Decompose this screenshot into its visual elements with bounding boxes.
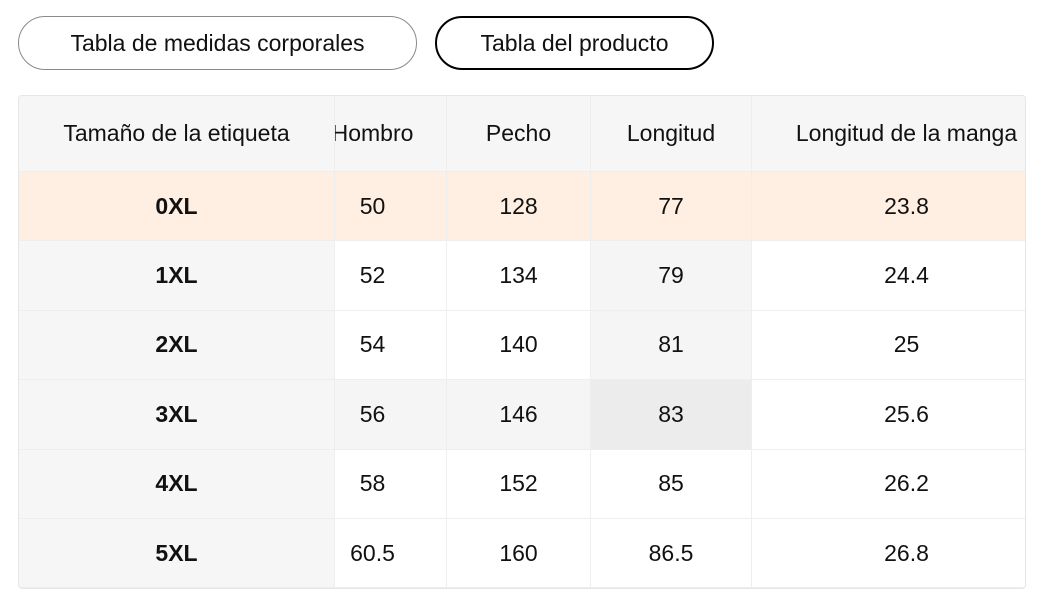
table-cell: 24.4 bbox=[752, 241, 1025, 311]
table-cell: 160 bbox=[447, 519, 591, 588]
header-cell: Longitud de la manga bbox=[752, 96, 1025, 172]
table-cell: 146 bbox=[447, 380, 591, 450]
size-table: Tamaño de la etiqueta Hombro Pecho Longitud… bbox=[18, 95, 1026, 589]
table-cell: 152 bbox=[447, 449, 591, 519]
table-cell: 140 bbox=[447, 310, 591, 381]
table-cell: 83 bbox=[591, 380, 752, 450]
size-label: 2XL bbox=[19, 310, 335, 381]
table-cell: 25 bbox=[752, 310, 1025, 381]
table-cell: 134 bbox=[447, 241, 591, 311]
table-cell: 77 bbox=[591, 172, 752, 242]
table-cell: 23.8 bbox=[752, 172, 1025, 242]
size-label: 4XL bbox=[19, 449, 335, 519]
header-cell: Tamaño de la etiqueta bbox=[19, 96, 335, 172]
size-label: 3XL bbox=[19, 380, 335, 450]
table-cell: 79 bbox=[591, 241, 752, 311]
size-label: 0XL bbox=[19, 172, 335, 242]
table-cell: 128 bbox=[447, 172, 591, 242]
table-cell: 85 bbox=[591, 449, 752, 519]
tab-button-active[interactable]: Tabla del producto bbox=[435, 16, 714, 70]
table-cell: 25.6 bbox=[752, 380, 1025, 450]
table-cell: 81 bbox=[591, 310, 752, 381]
tab-button[interactable]: Tabla de medidas corporales bbox=[18, 16, 417, 70]
size-label: 1XL bbox=[19, 241, 335, 311]
header-cell: Pecho bbox=[447, 96, 591, 172]
size-label: 5XL bbox=[19, 519, 335, 588]
table-cell: 86.5 bbox=[591, 519, 752, 588]
header-cell: Longitud bbox=[591, 96, 752, 172]
table-cell: 26.2 bbox=[752, 449, 1025, 519]
table-cell: 26.8 bbox=[752, 519, 1025, 588]
